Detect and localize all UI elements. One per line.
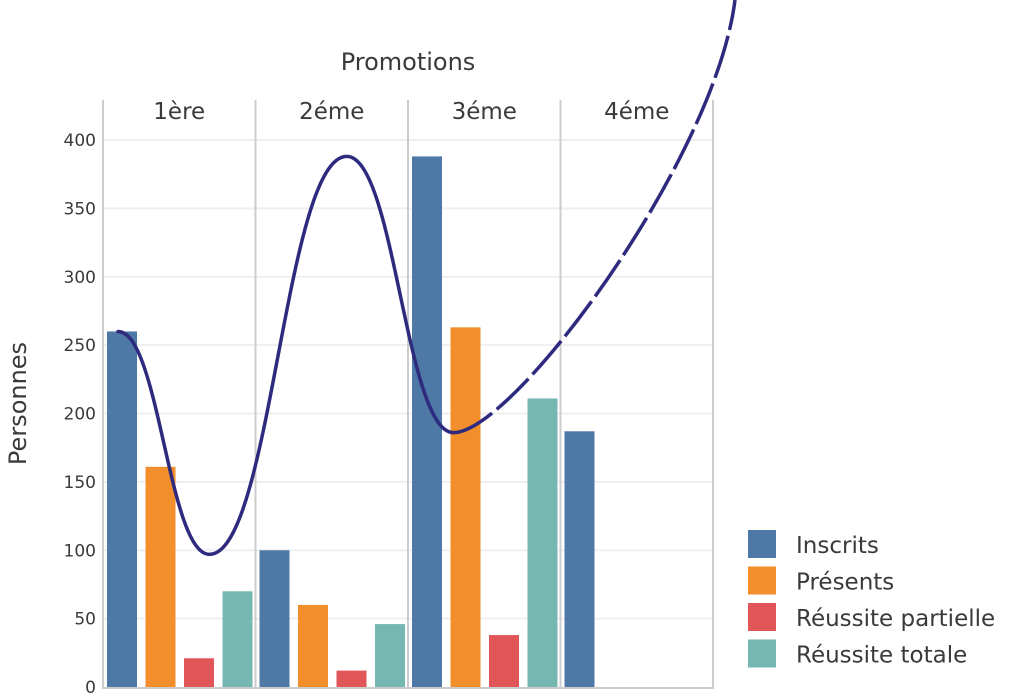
bar <box>145 466 176 687</box>
category-label: 2éme <box>299 99 364 125</box>
legend-label: Présents <box>796 570 894 596</box>
legend-label: Réussite partielle <box>796 606 995 632</box>
bar <box>184 658 214 687</box>
y-tick-label: 0 <box>85 678 96 695</box>
y-tick-labels: 0 50 100 150 200 250 300 350 400 <box>64 131 96 695</box>
trend-curve-solid <box>116 154 456 557</box>
bar <box>564 431 595 687</box>
bars <box>107 156 595 687</box>
category-labels: 1ère 2éme 3éme 4éme <box>153 99 669 125</box>
legend-swatch <box>748 566 776 595</box>
bar <box>527 398 558 687</box>
y-axis-label: Personnes <box>4 342 32 465</box>
bar <box>298 604 328 687</box>
bar <box>450 327 481 687</box>
legend-swatch <box>748 530 776 558</box>
bar <box>107 331 137 687</box>
legend: Inscrits Présents Réussite partielle Réussi… <box>748 530 995 669</box>
trend-curve-dashed <box>453 0 737 435</box>
y-tick-label: 100 <box>64 541 96 561</box>
category-label: 1ère <box>153 99 205 125</box>
bar <box>259 550 290 687</box>
bar <box>489 635 519 687</box>
legend-swatch <box>748 639 776 668</box>
chart-title: Promotions <box>341 48 476 76</box>
trend-curve <box>116 0 737 557</box>
bar <box>222 591 253 687</box>
legend-swatch <box>748 603 776 631</box>
y-tick-label: 400 <box>64 131 96 151</box>
axes <box>102 100 714 689</box>
y-tick-label: 200 <box>64 405 96 425</box>
legend-label: Réussite totale <box>796 643 967 669</box>
category-label: 3éme <box>452 99 517 125</box>
y-tick-label: 150 <box>64 473 96 493</box>
y-tick-label: 250 <box>64 336 96 356</box>
y-tick-label: 300 <box>64 268 96 288</box>
y-tick-label: 350 <box>64 199 96 219</box>
legend-label: Inscrits <box>796 533 879 559</box>
category-label: 4éme <box>604 99 669 125</box>
y-tick-label: 50 <box>74 610 96 630</box>
bar <box>375 624 405 687</box>
bar <box>336 670 367 687</box>
category-separators <box>254 100 562 687</box>
